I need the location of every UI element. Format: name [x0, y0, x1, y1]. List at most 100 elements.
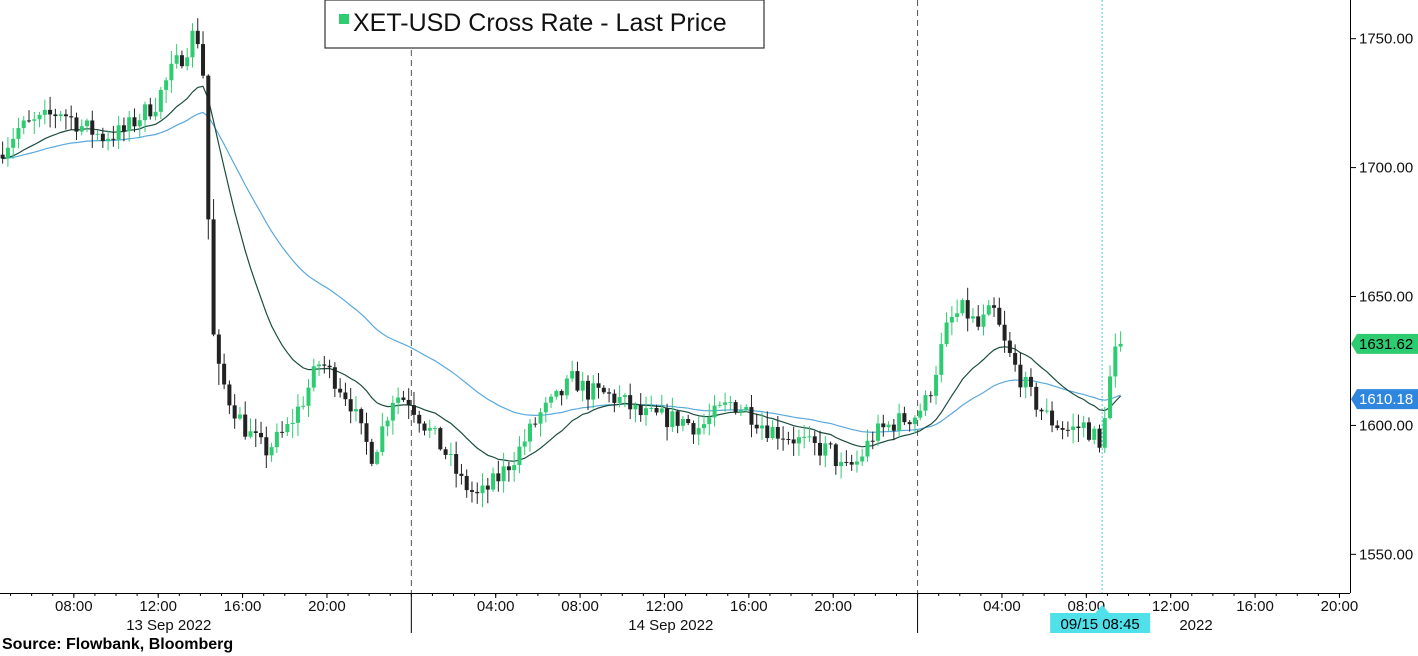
- candle: [828, 441, 833, 449]
- candle-body: [306, 387, 311, 406]
- candle-body: [543, 402, 548, 413]
- y-tick-label: 1750.00: [1359, 31, 1413, 48]
- y-tick-label: 1550.00: [1359, 546, 1413, 563]
- candles: [0, 18, 1123, 508]
- ma-slow-line: [2, 111, 1121, 434]
- candle: [127, 110, 132, 142]
- candle: [839, 452, 844, 479]
- candle-body: [327, 365, 332, 368]
- candle-body: [348, 399, 353, 412]
- candle-body: [723, 402, 728, 405]
- candle-body: [480, 485, 485, 494]
- candle-body: [976, 316, 981, 327]
- candle-body: [179, 55, 184, 67]
- candle: [691, 420, 696, 444]
- candle-body: [406, 399, 411, 406]
- candle-body: [1013, 352, 1018, 365]
- candle-body: [11, 138, 16, 148]
- candle-body: [380, 426, 385, 453]
- candle: [327, 359, 332, 379]
- candle: [148, 97, 153, 120]
- candle-body: [818, 442, 823, 456]
- candle: [232, 394, 237, 429]
- candle-body: [359, 409, 364, 424]
- candle-body: [158, 89, 163, 112]
- candle: [918, 403, 923, 421]
- candle-body: [554, 390, 559, 397]
- candle-body: [496, 473, 501, 482]
- candle: [427, 419, 432, 439]
- candle-body: [16, 128, 21, 139]
- candle-body: [749, 407, 754, 425]
- candle-body: [100, 133, 105, 142]
- x-tick-label: 08:00: [561, 598, 599, 615]
- candle: [707, 403, 712, 436]
- candle: [364, 412, 369, 455]
- candle: [121, 117, 126, 142]
- candle-body: [728, 402, 733, 404]
- candle-body: [443, 449, 448, 455]
- candle: [512, 451, 517, 482]
- candle: [912, 415, 917, 434]
- candle: [1113, 333, 1118, 388]
- candle-body: [781, 438, 786, 440]
- candle-body: [248, 431, 253, 437]
- x-tick-label: 20:00: [814, 598, 852, 615]
- candle-body: [48, 109, 53, 115]
- candle-body: [411, 405, 416, 415]
- candle-body: [638, 404, 643, 416]
- candle: [79, 119, 84, 136]
- candle-body: [1097, 428, 1102, 448]
- candle-body: [770, 426, 775, 439]
- candle-body: [680, 419, 685, 426]
- candle-body: [849, 462, 854, 465]
- candle-body: [433, 428, 438, 430]
- candle: [190, 23, 195, 68]
- candle-body: [585, 380, 590, 400]
- candle: [1044, 398, 1049, 414]
- candle-body: [95, 133, 100, 135]
- candle-body: [765, 425, 770, 439]
- candle: [733, 399, 738, 415]
- candle-body: [111, 138, 116, 140]
- candle: [575, 361, 580, 393]
- candle-body: [934, 374, 939, 396]
- candle: [559, 389, 564, 406]
- candle-body: [169, 63, 174, 81]
- candle: [290, 408, 295, 439]
- candle-body: [201, 44, 206, 76]
- candle-body: [106, 138, 111, 142]
- candle-body: [580, 380, 585, 391]
- candle: [812, 430, 817, 456]
- candle: [317, 361, 322, 377]
- candle: [137, 113, 142, 138]
- candle: [1102, 406, 1107, 454]
- candle: [591, 374, 596, 409]
- candle: [306, 379, 311, 418]
- candle-body: [0, 154, 5, 159]
- candle: [32, 111, 37, 134]
- candle-body: [992, 305, 997, 308]
- candle: [401, 390, 406, 402]
- candle: [422, 421, 427, 436]
- candle-body: [485, 485, 490, 490]
- candle-body: [417, 414, 422, 424]
- candle: [343, 382, 348, 407]
- cursor-label-bg: [1050, 613, 1151, 633]
- candle: [37, 111, 42, 128]
- candle-body: [786, 438, 791, 440]
- candle: [760, 412, 765, 440]
- candle: [907, 420, 912, 432]
- plot-background: [0, 0, 1350, 593]
- candle: [359, 407, 364, 435]
- candle-body: [733, 402, 738, 413]
- candle-body: [970, 316, 975, 319]
- candle: [891, 419, 896, 441]
- candle: [417, 410, 422, 433]
- candle-body: [949, 316, 954, 323]
- candle: [74, 112, 79, 141]
- candle-body: [1086, 422, 1091, 440]
- candle-body: [686, 419, 691, 424]
- candle: [274, 423, 279, 453]
- x-tick-label: 04:00: [983, 598, 1021, 615]
